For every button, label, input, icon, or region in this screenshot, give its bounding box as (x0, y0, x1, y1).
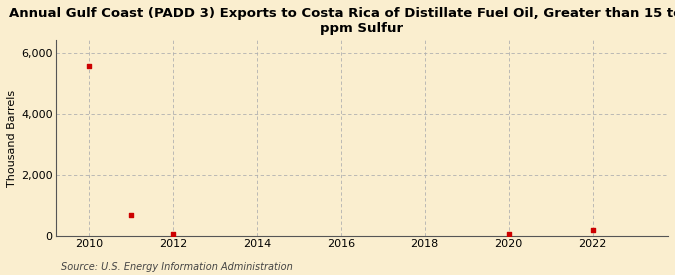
Point (126, 212, 136, 217)
Title: Annual Gulf Coast (PADD 3) Exports to Costa Rica of Distillate Fuel Oil, Greater: Annual Gulf Coast (PADD 3) Exports to Co… (9, 7, 675, 35)
Point (504, 232, 514, 237)
Text: Source: U.S. Energy Information Administration: Source: U.S. Energy Information Administ… (61, 262, 292, 272)
Y-axis label: Thousand Barrels: Thousand Barrels (7, 90, 17, 187)
Point (587, 228, 598, 232)
Point (84, 64, 95, 68)
Point (167, 232, 178, 237)
